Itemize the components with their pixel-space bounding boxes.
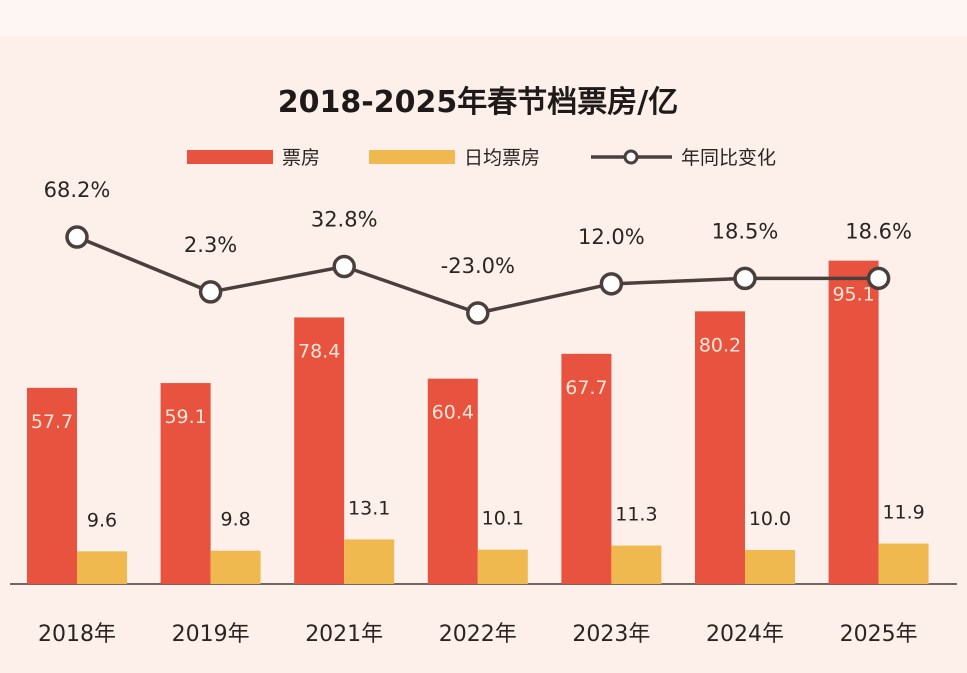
bar-daily: [611, 545, 662, 584]
bar-daily: [477, 549, 528, 584]
legend-swatch-box-office: [187, 150, 273, 164]
label-yoy: 32.8%: [311, 208, 378, 232]
x-tick-label: 2021年: [305, 622, 383, 647]
yoy-marker: [599, 272, 624, 296]
x-tick-label: 2025年: [840, 622, 918, 647]
label-yoy: 12.0%: [578, 225, 645, 249]
yoy-marker: [866, 266, 891, 291]
label-box-office: 95.1: [832, 284, 874, 306]
label-daily: 13.1: [348, 497, 390, 519]
legend-marker: [623, 149, 639, 165]
label-box-office: 80.2: [699, 334, 741, 356]
label-yoy: -23.0%: [441, 254, 515, 278]
legend-label-yoy: 年同比变化: [681, 147, 776, 169]
legend-label-daily: 日均票房: [464, 147, 540, 169]
legend-label-box-office: 票房: [282, 147, 320, 169]
bar-box-office: [27, 387, 77, 584]
label-daily: 9.6: [87, 509, 117, 531]
bar-box-office: [427, 378, 478, 584]
yoy-marker: [198, 280, 223, 304]
label-box-office: 60.4: [432, 402, 474, 424]
label-box-office: 57.7: [31, 411, 73, 433]
bar-daily: [344, 539, 395, 584]
bar-daily: [745, 550, 795, 584]
bar-box-office: [160, 383, 211, 584]
legend-swatch-daily: [369, 150, 455, 164]
label-box-office: 59.1: [164, 406, 206, 428]
top-strip: [0, 0, 967, 36]
label-yoy: 2.3%: [184, 233, 237, 257]
chart-title: 2018-2025年春节档票房/亿: [278, 85, 678, 120]
label-daily: 11.9: [882, 502, 924, 524]
label-daily: 10.0: [749, 508, 791, 530]
x-tick-label: 2024年: [706, 622, 784, 647]
label-yoy: 68.2%: [44, 178, 111, 202]
label-yoy: 18.6%: [845, 219, 912, 243]
x-tick-label: 2019年: [172, 622, 250, 647]
x-tick-label: 2023年: [572, 622, 650, 647]
x-tick-label: 2022年: [439, 622, 517, 647]
legend: 票房 日均票房 年同比变化: [187, 147, 776, 169]
label-yoy: 18.5%: [712, 219, 779, 243]
label-daily: 9.8: [220, 509, 250, 531]
bar-box-office: [561, 353, 612, 584]
bar-box-office: [828, 260, 879, 584]
yoy-marker: [733, 266, 757, 291]
yoy-marker: [65, 225, 89, 249]
label-box-office: 78.4: [298, 340, 340, 362]
label-box-office: 67.7: [565, 377, 607, 399]
bar-box-office: [294, 317, 345, 584]
bar-daily: [878, 543, 929, 584]
yoy-marker: [332, 254, 356, 279]
yoy-marker: [466, 301, 490, 325]
x-tick-label: 2018年: [38, 622, 116, 647]
label-daily: 11.3: [615, 504, 657, 526]
bar-box-office: [695, 311, 745, 584]
label-daily: 10.1: [482, 508, 524, 530]
bar-daily: [77, 551, 127, 584]
bar-daily: [210, 550, 261, 584]
